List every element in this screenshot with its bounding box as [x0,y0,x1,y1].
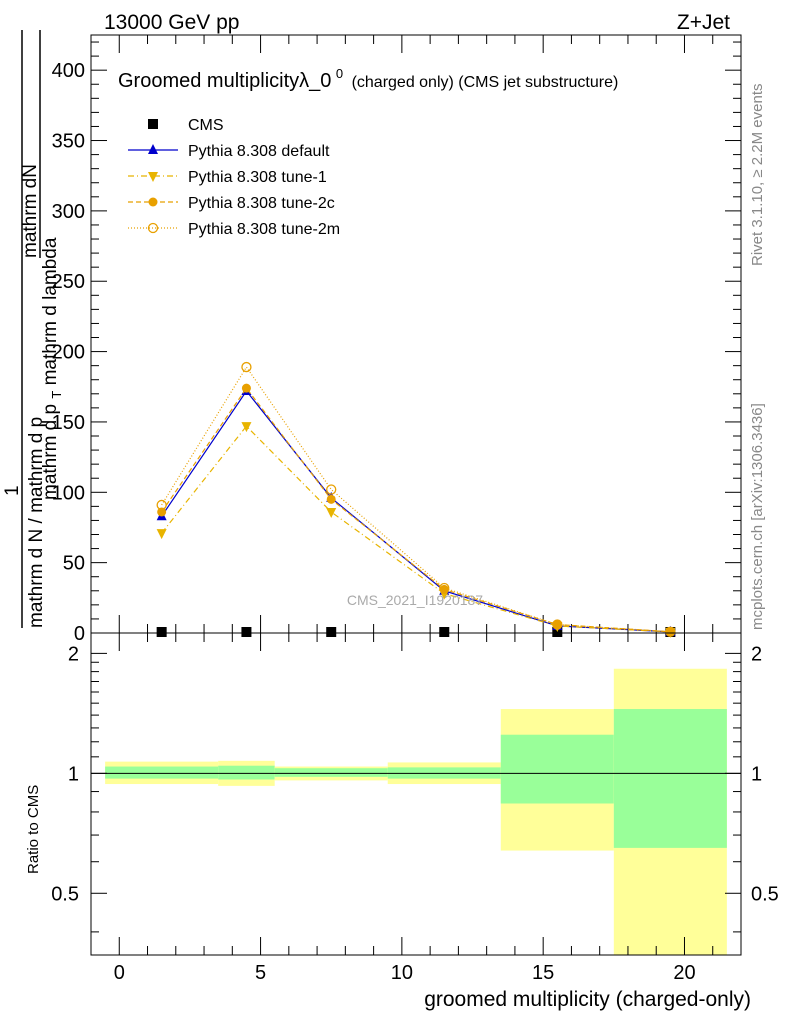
ratio-xtick-label: 10 [391,962,413,984]
data-point [241,422,252,433]
main-ytick-label: 400 [52,60,85,82]
data-point [156,499,167,511]
main-ytick-label: 200 [52,342,85,364]
legend-marker [148,172,158,182]
ratio-band-inner [613,709,727,848]
ylabel-denom-c: mathrm d lambda [40,237,61,385]
ratio-xlabel: groomed multiplicity (charged-only) [424,988,751,1011]
plot-title-sup: 0 [336,66,343,81]
main-ytick-label: 250 [52,271,85,293]
ylabel-numer: mathrm dN [20,164,41,258]
ylabel-denom-a: mathrm d p [40,404,61,500]
data-point [552,627,563,637]
data-point [157,507,167,517]
main-ytick-label: 150 [52,412,85,434]
ratio-xtick-label: 20 [673,962,695,984]
main-ytick-label: 50 [63,553,85,575]
plot-title: Groomed multiplicityλ_0 0 (charged only)… [118,65,618,92]
ylabel-one: 1 [2,485,23,496]
main-ytick-label: 0 [74,623,85,645]
mcplots-label: mcplots.cern.ch [arXiv:1306.3436] [749,403,766,630]
data-point [156,627,167,637]
series-4 [156,361,676,637]
ratio-ytick-label-left: 0.5 [51,883,79,905]
ratio-band-inner [218,765,275,780]
ylabel-denom: mathrm d N / mathrm d p [26,417,47,628]
watermark: CMS_2021_I1920187 [347,592,483,608]
ratio-ytick-label-left: 1 [68,763,79,785]
main-ytick-label: 100 [52,482,85,504]
series-line [161,425,671,633]
ratio-ytick-label-right: 2 [751,643,762,665]
plot-title-main: Groomed multiplicityλ_0 [118,70,331,92]
data-point [439,627,450,637]
data-point [241,361,252,373]
legend-marker [148,144,158,154]
series-3 [157,383,675,637]
data-point [156,529,167,540]
ratio-xtick-label: 5 [255,962,266,984]
data-point [439,582,450,594]
ratio-band-inner [105,766,219,779]
ylabel-mid: mathrm d p T mathrm d lambda [40,237,66,500]
legend-marker [148,119,158,129]
legend-label: Pythia 8.308 tune-2m [188,221,340,238]
plot-title-suffix: (charged only) (CMS jet substructure) [352,74,619,91]
data-point [241,627,252,637]
data-point [552,619,563,630]
main-ytick-label: 350 [52,131,85,153]
ylabel-denom-sub: T [49,391,64,399]
data-point [326,494,336,504]
data-point [326,484,337,495]
main-ytick-label: 300 [52,201,85,223]
legend-label: Pythia 8.308 default [188,143,330,160]
series-line [161,387,671,633]
header-right: Z+Jet [677,11,730,34]
ratio-ytick-label-right: 0.5 [751,883,779,905]
legend-label: Pythia 8.308 tune-1 [188,169,327,186]
legend-label: CMS [188,117,224,134]
data-point [665,626,676,637]
ratio-ytick-label-left: 2 [68,643,79,665]
data-point [326,627,337,637]
main-ylabel: mathrm dN mathrm d p T mathrm d lambda 1… [2,30,66,628]
ratio-frame [90,632,742,956]
legend: CMS Pythia 8.308 default Pythia 8.308 tune… [128,117,340,238]
legend-marker [147,222,159,234]
data-point [665,627,675,637]
data-point [326,507,337,518]
ratio-band-inner [274,768,388,777]
ratio-ylabel: Ratio to CMS [25,785,42,874]
header-left: 13000 GeV pp [104,11,239,34]
legend-marker [148,197,158,207]
ratio-panel: 0 5 10 15 20 0.5 0.5 1 1 2 2 [51,633,779,984]
rivet-label: Rivet 3.1.10, ≥ 2.2M events [749,84,766,267]
data-point [241,383,251,393]
ratio-ytick-label-right: 1 [751,763,762,785]
ratio-xtick-label: 15 [532,962,554,984]
legend-label: Pythia 8.308 tune-2c [188,195,335,212]
main-panel: 0 50 100 150 200 250 300 350 400 [52,35,742,645]
ratio-band-inner [500,734,614,804]
ratio-xtick-label: 0 [114,962,125,984]
